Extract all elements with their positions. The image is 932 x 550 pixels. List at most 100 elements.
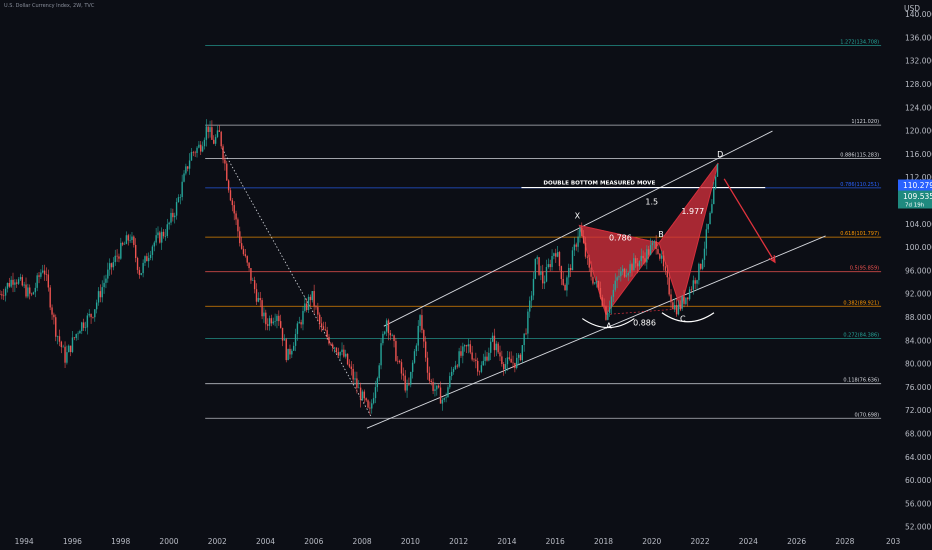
candle-body: [581, 227, 583, 236]
candle-body: [519, 354, 522, 361]
candle-body: [55, 317, 57, 337]
candle-body: [120, 242, 122, 259]
candle-body: [185, 166, 187, 174]
candle-body: [92, 317, 94, 318]
candle-body: [177, 197, 180, 203]
candle-body: [458, 351, 460, 367]
candle-body: [214, 137, 217, 144]
candle-body: [328, 336, 330, 344]
candle-body: [683, 296, 685, 304]
time-axis[interactable]: 1994 1996 1998 2000 2002 2004 2006 2008 2010 2012…: [0, 533, 901, 550]
candle-body: [597, 281, 600, 288]
y-tick-label: 104.000: [905, 220, 932, 229]
y-tick-label: 100.000: [905, 243, 932, 252]
x-tick-label: 2014: [497, 537, 516, 546]
candle-body: [653, 241, 655, 243]
trend-drawings[interactable]: [221, 130, 826, 429]
candle-body: [569, 267, 572, 271]
channel-upper-line[interactable]: [383, 130, 773, 327]
candle-body: [623, 268, 626, 277]
candle-body: [397, 360, 399, 362]
candle-body: [395, 341, 397, 361]
x-tick-label: 2024: [739, 537, 758, 546]
candle-body: [385, 320, 388, 332]
candle-body: [45, 274, 48, 276]
candle-body: [216, 130, 219, 138]
candle-body: [517, 354, 520, 358]
candle-body: [696, 280, 698, 284]
candle-body: [99, 291, 102, 298]
candle-body: [350, 366, 353, 369]
candle-body: [465, 345, 468, 347]
chart-source-title: U.S. Dollar Currency Index, 2W, TVC: [4, 3, 95, 9]
x-tick-label: 2002: [208, 537, 227, 546]
price-axis[interactable]: USD 140.000 136.000 132.000 128.000 124.000 1…: [898, 0, 932, 550]
fib-level-label: 0.272(84.386): [843, 333, 879, 339]
candle-body: [568, 267, 570, 278]
candle-body: [621, 268, 624, 272]
candle-body: [371, 403, 373, 409]
candle-body: [66, 352, 68, 363]
candle-body: [714, 176, 717, 189]
candle-body: [456, 365, 458, 367]
candle-body: [657, 249, 659, 254]
candle-body: [64, 346, 66, 363]
fib-level-label: 0.886(115.283): [840, 153, 879, 159]
candle-body: [670, 294, 672, 303]
candle-body: [205, 126, 208, 140]
candles: [0, 119, 719, 415]
candle-body: [108, 263, 111, 270]
x-tick-label: 203: [886, 537, 901, 546]
dotted-trend-line[interactable]: [221, 148, 373, 418]
candle-body: [252, 280, 254, 281]
x-tick-label: 2000: [159, 537, 178, 546]
candle-body: [94, 309, 96, 318]
candle-body: [315, 306, 317, 308]
candle-body: [713, 188, 715, 205]
y-tick-label: 64.000: [905, 453, 931, 462]
candle-body: [23, 284, 25, 286]
candle-body: [372, 398, 375, 404]
candle-body: [432, 382, 434, 391]
candle-body: [562, 278, 564, 285]
candle-body: [125, 235, 128, 244]
projection-arrow[interactable]: [723, 178, 776, 263]
candle-body: [638, 261, 641, 267]
candle-body: [542, 271, 544, 284]
candle-body: [666, 270, 668, 278]
candle-body: [452, 368, 455, 372]
candle-body: [701, 259, 704, 269]
current-price-tag: [898, 179, 932, 191]
candle-body: [512, 362, 514, 364]
y-tick-label: 116.000: [905, 150, 932, 159]
candle-body: [419, 315, 421, 326]
candle-body: [584, 242, 587, 257]
candle-body: [283, 339, 286, 341]
candle-body: [532, 278, 535, 296]
candle-body: [298, 322, 300, 324]
candle-body: [679, 304, 682, 309]
candle-body: [594, 282, 596, 284]
candle-body: [272, 321, 274, 324]
candle-body: [415, 345, 418, 352]
candle-body: [6, 282, 9, 289]
candle-body: [201, 146, 204, 152]
candle-body: [164, 235, 167, 237]
candle-body: [19, 277, 22, 280]
candle-body: [482, 360, 484, 366]
candle-body: [188, 160, 191, 169]
candle-body: [618, 276, 620, 278]
candle-body: [289, 348, 291, 355]
candle-body: [209, 127, 211, 132]
y-tick-label: 140.000: [905, 10, 932, 19]
y-tick-label: 80.000: [905, 360, 931, 369]
candle-body: [410, 371, 412, 385]
candle-body: [3, 295, 5, 297]
candle-body: [194, 152, 196, 154]
y-tick-label: 76.000: [905, 383, 931, 392]
channel-lower-line[interactable]: [366, 235, 826, 429]
candle-body: [529, 300, 531, 312]
candle-body: [406, 384, 408, 391]
measured-move-label: DOUBLE BOTTOM MEASURED MOVE: [543, 181, 655, 187]
